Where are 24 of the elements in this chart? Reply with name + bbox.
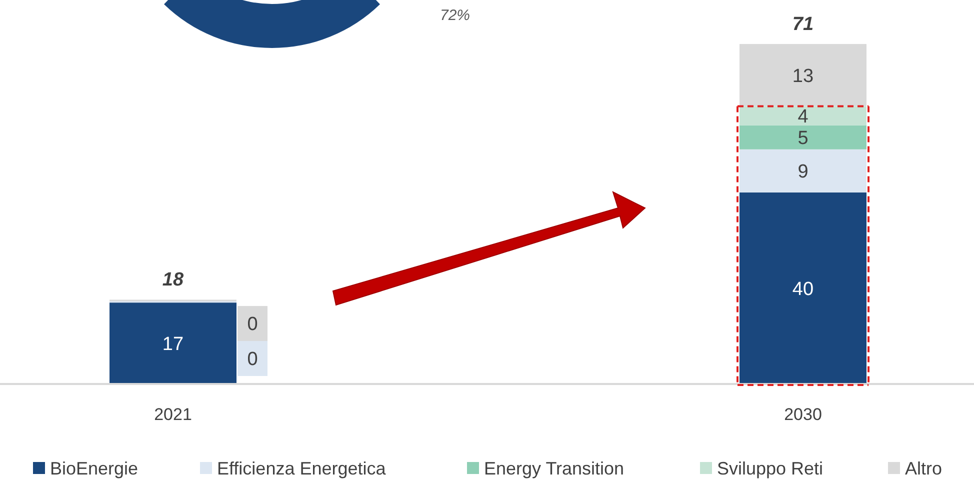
data-label: 0 [247,314,258,336]
data-label: 9 [798,162,808,183]
x-tick-label: 2030 [784,405,822,424]
legend-label: Altro [905,458,942,478]
data-label: 0 [247,349,258,370]
legend-label: BioEnergie [50,458,138,478]
data-label: 17 [162,334,184,355]
x-tick-label: 2021 [154,405,192,424]
legend-label: Energy Transition [484,458,624,478]
legend-label: Sviluppo Reti [717,458,824,478]
text: 72% [440,7,470,24]
legend-label: Efficienza Energetica [217,458,387,478]
bar [740,125,866,150]
bar [110,302,236,384]
total-label: 18 [162,270,184,291]
total-label: 71 [792,14,814,35]
bar [740,149,866,192]
data-label: 13 [792,66,814,87]
bar [740,44,866,106]
bar [740,106,866,126]
data-label: 4 [798,106,809,128]
data-label: 5 [798,128,808,150]
bar [740,192,866,384]
data-label: 40 [792,278,814,300]
